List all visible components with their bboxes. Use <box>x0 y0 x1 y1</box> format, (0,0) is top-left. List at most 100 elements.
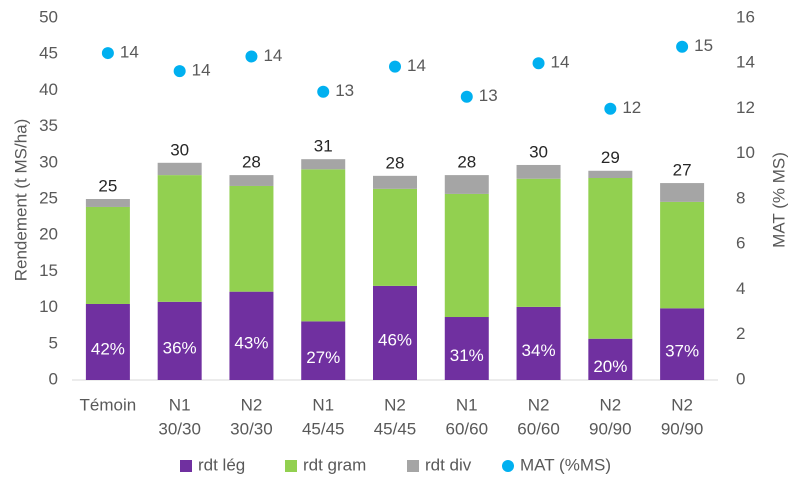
share-label: 37% <box>665 342 699 361</box>
total-label: 30 <box>170 140 189 159</box>
total-label: 30 <box>529 142 548 161</box>
y-tick-label: 5 <box>49 333 58 352</box>
legend-label: rdt gram <box>303 455 366 474</box>
x-tick-label: N1 <box>312 395 334 414</box>
share-label: 36% <box>163 338 197 357</box>
y-tick-label: 50 <box>39 7 58 26</box>
y-tick-label: 15 <box>39 261 58 280</box>
share-label: 27% <box>306 348 340 367</box>
y-tick-label: 0 <box>49 369 58 388</box>
bar-segment <box>660 201 705 309</box>
y2-tick-label: 10 <box>736 143 755 162</box>
x-tick-label: N1 <box>169 395 191 414</box>
x-tick-label: Témoin <box>80 395 137 414</box>
y-tick-label: 45 <box>39 44 58 63</box>
share-label: 31% <box>450 346 484 365</box>
legend-label: MAT (%MS) <box>520 455 611 474</box>
y-tick-label: 25 <box>39 188 58 207</box>
share-label: 20% <box>593 357 627 376</box>
bar-segment <box>301 169 346 322</box>
x-tick-label: N2 <box>528 395 550 414</box>
share-label: 34% <box>522 341 556 360</box>
bar-segment <box>85 206 130 304</box>
mat-label: 12 <box>622 98 641 117</box>
bar-segment <box>516 306 561 380</box>
total-label: 27 <box>673 161 692 180</box>
legend-label: rdt div <box>425 455 472 474</box>
x-tick-label: 45/45 <box>302 419 345 438</box>
mat-point <box>101 47 114 60</box>
total-label: 28 <box>242 153 261 172</box>
share-label: 46% <box>378 330 412 349</box>
share-label: 43% <box>234 333 268 352</box>
bar-segment <box>301 321 346 380</box>
total-label: 31 <box>314 137 333 156</box>
bar-segment <box>373 175 417 189</box>
y2-tick-label: 14 <box>736 53 755 72</box>
bar-segment <box>373 285 417 380</box>
mat-point <box>604 102 617 115</box>
x-tick-label: N1 <box>456 395 478 414</box>
mat-label: 14 <box>263 46 282 65</box>
mat-label: 14 <box>120 43 139 62</box>
y2-tick-label: 4 <box>736 279 745 298</box>
y-tick-label: 35 <box>39 116 58 135</box>
y2-tick-label: 0 <box>736 369 745 388</box>
y-tick-label: 10 <box>39 297 58 316</box>
bar-segment <box>301 159 346 170</box>
x-tick-label: N2 <box>384 395 406 414</box>
y2-tick-label: 8 <box>736 188 745 207</box>
legend-label: rdt lég <box>198 455 245 474</box>
y2-tick-label: 2 <box>736 324 745 343</box>
x-tick-label: 90/90 <box>589 419 632 438</box>
y-axis-title: Rendement (t MS/ha) <box>11 119 30 282</box>
share-label: 42% <box>91 339 125 358</box>
mat-point <box>245 50 258 63</box>
x-tick-label: N2 <box>241 395 263 414</box>
mat-point <box>173 65 186 78</box>
total-label: 25 <box>98 176 117 195</box>
bar-segment <box>444 317 489 380</box>
total-label: 28 <box>457 153 476 172</box>
mat-point <box>389 60 401 73</box>
y-tick-label: 20 <box>39 225 58 244</box>
bar-segment <box>660 183 705 202</box>
mat-label: 15 <box>694 36 713 55</box>
bar-segment <box>157 301 202 380</box>
bar-segment <box>229 185 274 292</box>
legend-marker <box>502 460 514 472</box>
y2-axis-title: MAT (% MS) <box>769 152 788 248</box>
bar-segment <box>157 175 202 302</box>
mat-label: 14 <box>192 61 211 80</box>
bar-segment <box>157 162 202 176</box>
bar-segment <box>588 338 633 380</box>
mat-point <box>676 40 689 53</box>
x-tick-label: N2 <box>671 395 693 414</box>
bar-segment <box>660 308 705 380</box>
bar-segment <box>444 193 489 318</box>
bar-segment <box>229 291 274 380</box>
bar-segment <box>85 303 130 380</box>
x-tick-label: 60/60 <box>446 419 489 438</box>
bar-segment <box>373 188 417 286</box>
total-label: 29 <box>601 148 620 167</box>
bar-segment <box>229 175 274 186</box>
bar-segment <box>516 164 561 179</box>
legend-marker <box>180 460 192 472</box>
mat-label: 14 <box>407 56 426 75</box>
legend-marker <box>407 460 419 472</box>
x-tick-label: 60/60 <box>517 419 560 438</box>
legend-marker <box>285 460 297 472</box>
x-tick-label: 30/30 <box>230 419 273 438</box>
total-label: 28 <box>386 153 405 172</box>
bar-segment <box>588 170 633 179</box>
x-tick-label: 45/45 <box>374 419 417 438</box>
mat-point <box>532 57 545 70</box>
mat-point <box>460 90 473 103</box>
mat-label: 13 <box>335 81 354 100</box>
y2-tick-label: 16 <box>736 7 755 26</box>
bar-segment <box>85 199 130 207</box>
bar-segment <box>444 175 489 194</box>
bar-segment <box>588 178 633 339</box>
